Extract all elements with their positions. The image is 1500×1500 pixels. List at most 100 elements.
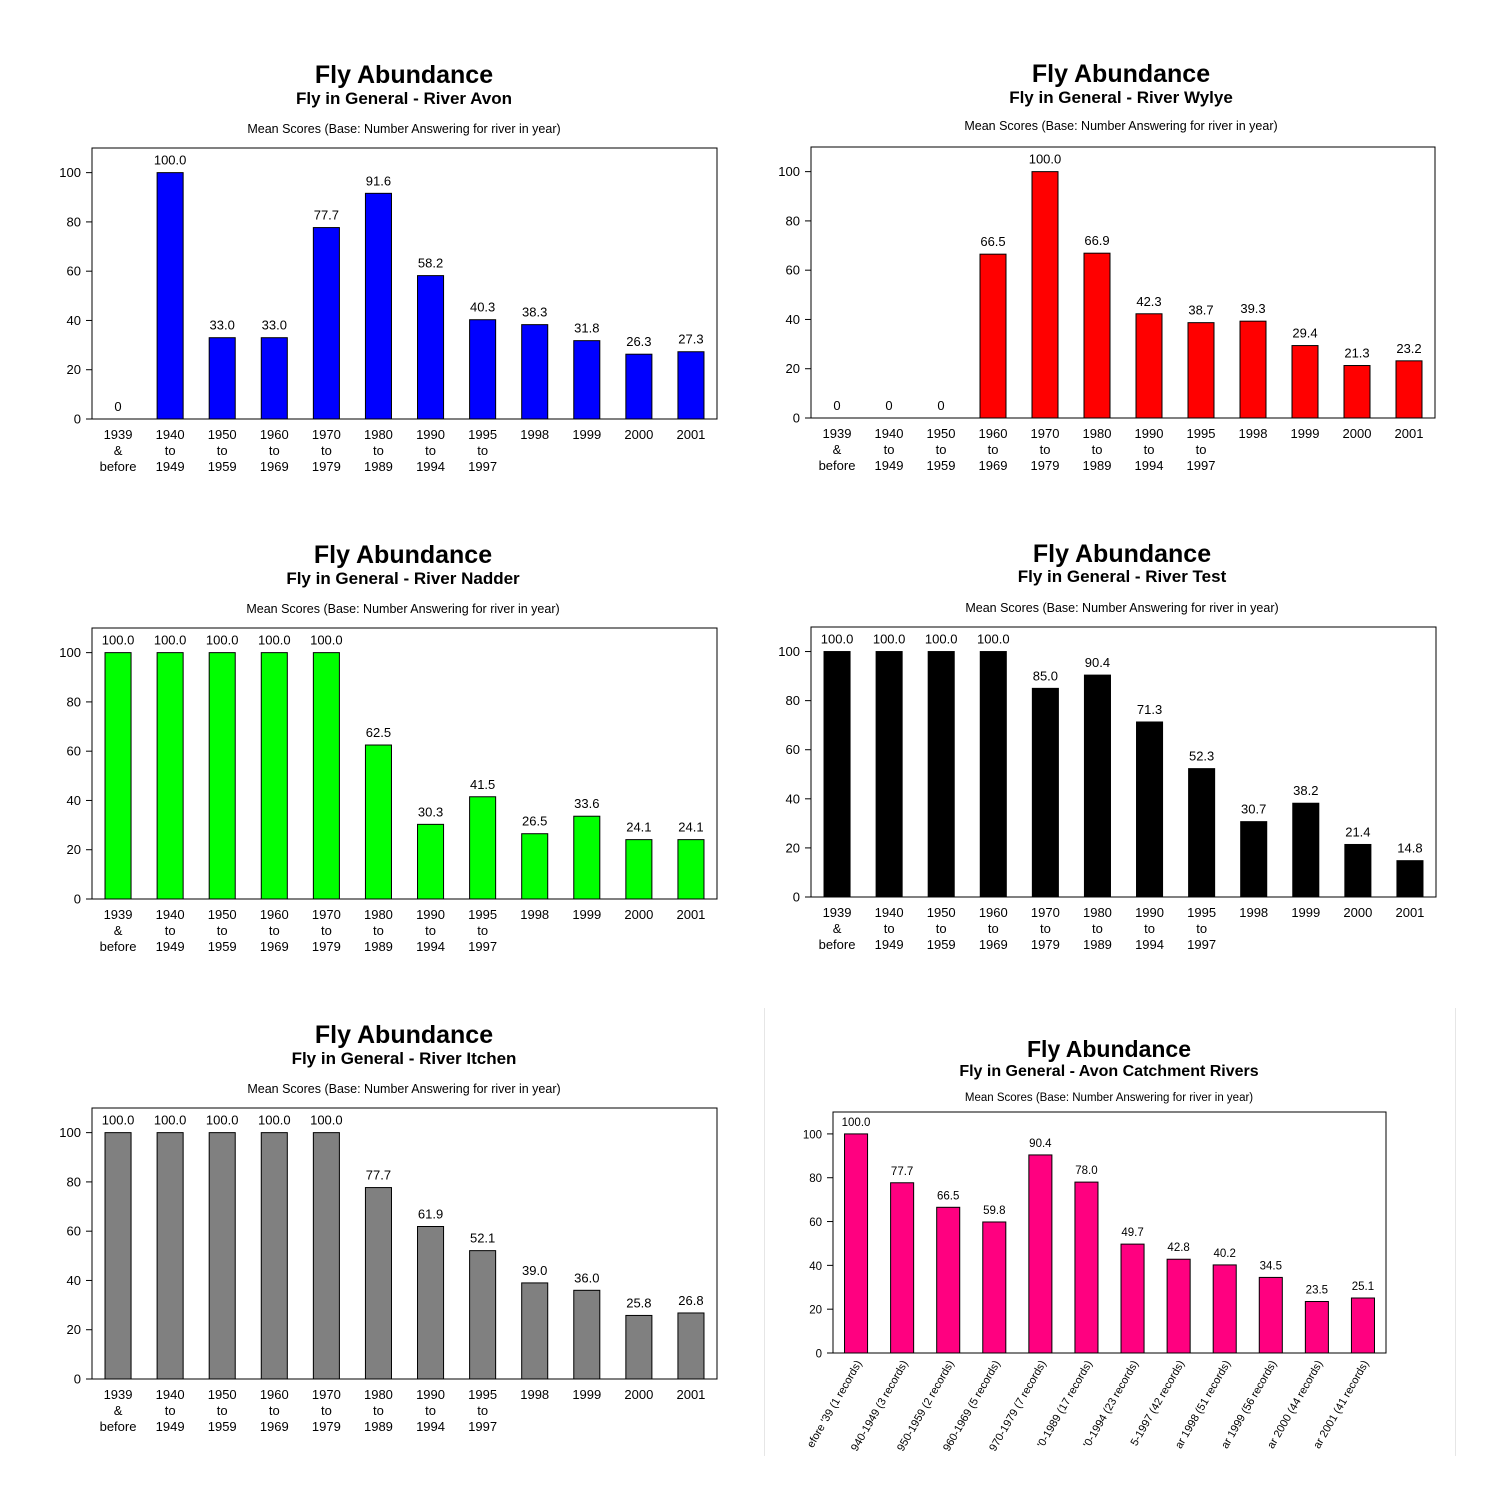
x-tick-label: 2001 bbox=[676, 1387, 705, 1402]
y-tick-label: 20 bbox=[786, 361, 800, 376]
x-tick-label: to bbox=[217, 443, 228, 458]
x-tick-label: 1990 bbox=[416, 907, 445, 922]
data-label: 100.0 bbox=[206, 633, 239, 648]
y-tick-label: 60 bbox=[67, 1224, 81, 1239]
y-tick-label: 60 bbox=[786, 742, 800, 757]
data-label: 29.4 bbox=[1292, 326, 1317, 341]
chart-note: Mean Scores (Base: Number Answering for … bbox=[246, 602, 559, 616]
x-tick-label: to bbox=[217, 1403, 228, 1418]
y-tick-label: 100 bbox=[59, 645, 81, 660]
y-tick-label: 80 bbox=[786, 213, 800, 228]
data-label: 90.4 bbox=[1029, 1138, 1052, 1150]
data-label: 0 bbox=[833, 398, 840, 413]
data-label: 100.0 bbox=[258, 1113, 291, 1128]
data-label: 21.3 bbox=[1344, 346, 1369, 361]
data-label: 36.0 bbox=[574, 1270, 599, 1285]
bar bbox=[1258, 1276, 1283, 1354]
x-tick-label: 1979 bbox=[312, 459, 341, 474]
bar bbox=[1188, 768, 1216, 898]
data-label: 66.5 bbox=[980, 234, 1005, 249]
x-tick-label: 1999 bbox=[1291, 905, 1320, 920]
y-tick-label: 80 bbox=[786, 693, 800, 708]
x-tick-label: to bbox=[373, 1403, 384, 1418]
data-label: 58.2 bbox=[418, 256, 443, 271]
bar bbox=[156, 172, 184, 420]
bar bbox=[1135, 313, 1163, 419]
x-tick-label: 1959 bbox=[208, 939, 237, 954]
chart-panel-nadder: Fly Abundance Fly in General - River Nadd… bbox=[0, 480, 750, 960]
bar bbox=[1028, 1154, 1053, 1354]
data-label: 25.1 bbox=[1352, 1281, 1374, 1293]
x-tick-label: 1939 bbox=[104, 427, 133, 442]
chart-subtitle: Fly in General - River Wylye bbox=[1009, 88, 1233, 107]
y-tick-label: 40 bbox=[67, 793, 81, 808]
y-tick-label: 20 bbox=[67, 1322, 81, 1337]
x-tick-label: to bbox=[1144, 921, 1155, 936]
x-tick-label: 1949 bbox=[156, 939, 185, 954]
x-tick-label: 1949 bbox=[875, 458, 904, 473]
data-label: 100.0 bbox=[102, 633, 135, 648]
bar bbox=[936, 1206, 961, 1354]
bar bbox=[625, 353, 653, 420]
x-tick-label: 1960 bbox=[979, 426, 1008, 441]
x-tick-label: to bbox=[884, 921, 895, 936]
bar bbox=[677, 839, 705, 900]
x-tick-label: to bbox=[884, 442, 895, 457]
x-tick-label: to bbox=[321, 443, 332, 458]
x-tick-label: to bbox=[269, 1403, 280, 1418]
x-tick-label: 2001 bbox=[676, 427, 705, 442]
data-label: 91.6 bbox=[366, 173, 391, 188]
data-label: 100.0 bbox=[154, 153, 187, 168]
x-tick-label: 1997 bbox=[468, 939, 497, 954]
x-tick-label: 1950 bbox=[208, 1387, 237, 1402]
bar bbox=[469, 319, 497, 420]
chart-title: Fly Abundance bbox=[1027, 1036, 1191, 1062]
x-tick-label: to bbox=[373, 923, 384, 938]
x-tick-label: 1949 bbox=[156, 1419, 185, 1434]
x-tick-label: 2000 bbox=[624, 907, 653, 922]
y-tick-label: 20 bbox=[809, 1305, 822, 1317]
bar bbox=[573, 815, 601, 900]
y-tick-label: 0 bbox=[793, 890, 800, 905]
data-label: 100.0 bbox=[154, 1113, 187, 1128]
x-tick-label: to bbox=[1040, 921, 1051, 936]
data-label: 40.2 bbox=[1214, 1248, 1236, 1260]
x-tick-label: 1950 bbox=[927, 905, 956, 920]
chart-note: Mean Scores (Base: Number Answering for … bbox=[247, 122, 560, 136]
x-tick-label: to bbox=[477, 1403, 488, 1418]
x-tick-label: 1989 bbox=[1083, 937, 1112, 952]
x-tick-label: to bbox=[1144, 442, 1155, 457]
y-tick-label: 100 bbox=[803, 1129, 822, 1141]
data-label: 30.3 bbox=[418, 804, 443, 819]
x-tick-label: to bbox=[1092, 921, 1103, 936]
x-tick-label: 1994 bbox=[416, 1419, 445, 1434]
y-tick-label: 0 bbox=[793, 411, 800, 426]
bar bbox=[1304, 1301, 1329, 1354]
y-tick-label: 80 bbox=[809, 1173, 822, 1185]
data-label: 30.7 bbox=[1241, 802, 1266, 817]
bar bbox=[1350, 1297, 1375, 1354]
plot-area bbox=[91, 627, 718, 900]
data-label: 100.0 bbox=[977, 632, 1010, 647]
x-tick-label: to bbox=[165, 443, 176, 458]
bar bbox=[260, 337, 288, 420]
x-tick-label: 1990 bbox=[416, 1387, 445, 1402]
data-label: 66.9 bbox=[1084, 233, 1109, 248]
bar bbox=[1074, 1181, 1099, 1354]
y-tick-label: 40 bbox=[67, 1273, 81, 1288]
x-tick-label: 1997 bbox=[1187, 937, 1216, 952]
data-label: 14.8 bbox=[1397, 841, 1422, 856]
y-tick-label: 40 bbox=[786, 312, 800, 327]
x-tick-label: 1995 bbox=[468, 427, 497, 442]
x-tick-label: 2001 bbox=[1395, 426, 1424, 441]
x-tick-label: 1979 bbox=[1031, 937, 1060, 952]
data-label: 77.7 bbox=[314, 208, 339, 223]
bar bbox=[417, 1226, 445, 1380]
data-label: 100.0 bbox=[821, 632, 854, 647]
bar bbox=[156, 1132, 184, 1380]
x-tick-label: to bbox=[1196, 442, 1207, 457]
bar bbox=[417, 275, 445, 420]
data-label: 23.5 bbox=[1306, 1285, 1328, 1297]
x-tick-label: 1960 bbox=[260, 427, 289, 442]
